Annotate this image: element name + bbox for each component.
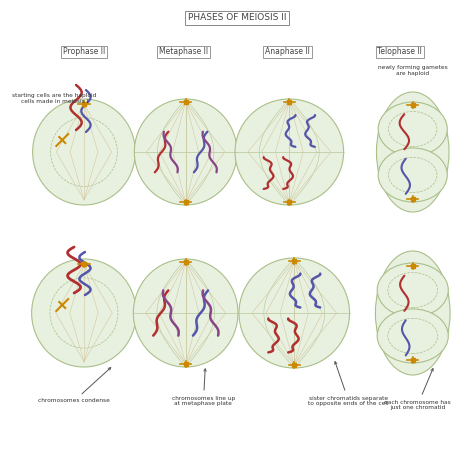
- Ellipse shape: [32, 259, 137, 367]
- Ellipse shape: [375, 251, 450, 375]
- Text: chromosomes condense: chromosomes condense: [38, 367, 111, 403]
- Text: Anaphase II: Anaphase II: [265, 47, 310, 57]
- Text: starting cells are the haploid
cells made in meiosis I: starting cells are the haploid cells mad…: [12, 93, 97, 104]
- Ellipse shape: [133, 259, 238, 367]
- Ellipse shape: [377, 309, 448, 363]
- Text: Metaphase II: Metaphase II: [159, 47, 208, 57]
- Ellipse shape: [134, 99, 237, 205]
- Text: chromosomes line up
at metaphase plate: chromosomes line up at metaphase plate: [172, 369, 235, 406]
- Ellipse shape: [378, 102, 447, 156]
- Ellipse shape: [378, 148, 447, 202]
- Ellipse shape: [377, 263, 448, 317]
- Ellipse shape: [33, 99, 135, 205]
- Text: Prophase II: Prophase II: [63, 47, 105, 57]
- Text: PHASES OF MEIOSIS II: PHASES OF MEIOSIS II: [188, 14, 286, 22]
- Ellipse shape: [376, 92, 449, 212]
- Text: Telophase II: Telophase II: [377, 47, 422, 57]
- Ellipse shape: [235, 99, 344, 205]
- Text: newly forming gametes
are haploid: newly forming gametes are haploid: [378, 65, 447, 76]
- Ellipse shape: [239, 258, 349, 368]
- Text: each chromosome has
just one chromatid: each chromosome has just one chromatid: [384, 369, 451, 410]
- Text: sister chromatids separate
to opposite ends of the cell: sister chromatids separate to opposite e…: [308, 362, 389, 406]
